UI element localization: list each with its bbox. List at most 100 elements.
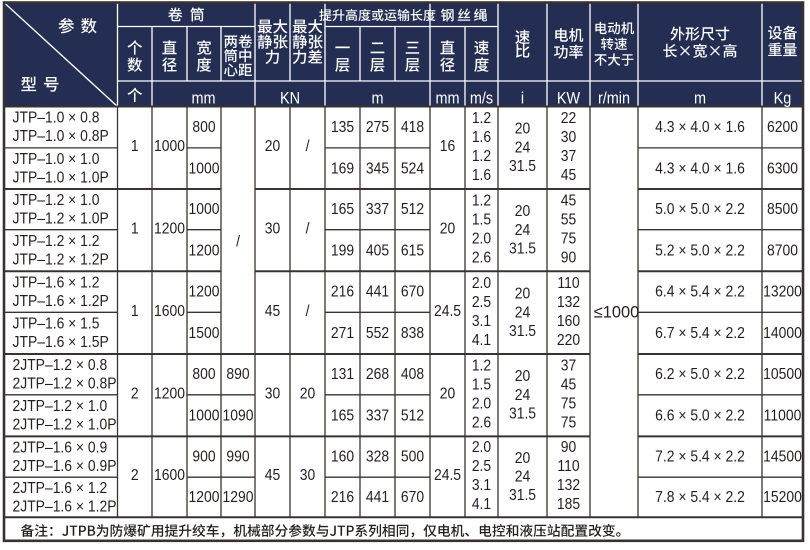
svg-text:1000: 1000: [189, 407, 220, 425]
svg-text:1000: 1000: [189, 159, 220, 177]
svg-text:1.6: 1.6: [472, 128, 491, 146]
svg-text:5.2 × 5.0 × 2.2: 5.2 × 5.0 × 2.2: [655, 241, 745, 259]
svg-text:1090: 1090: [223, 407, 254, 425]
svg-text:2.0: 2.0: [472, 274, 491, 292]
svg-text:16: 16: [440, 137, 455, 155]
svg-text:1000: 1000: [154, 137, 185, 155]
svg-text:1: 1: [131, 137, 139, 155]
svg-text:31.5: 31.5: [509, 240, 536, 258]
svg-text:670: 670: [401, 488, 424, 506]
svg-text:1600: 1600: [154, 466, 185, 484]
svg-text:24: 24: [515, 221, 530, 239]
svg-text:2JTP–1.6 × 0.9: 2JTP–1.6 × 0.9: [13, 438, 108, 456]
svg-text:132: 132: [557, 293, 580, 311]
svg-text:1200: 1200: [189, 488, 220, 506]
svg-text:mm: mm: [191, 89, 215, 107]
svg-text:6.7 × 5.4 × 2.2: 6.7 × 5.4 × 2.2: [655, 324, 745, 342]
svg-text:2.6: 2.6: [472, 249, 491, 267]
svg-text:14000: 14000: [763, 324, 802, 342]
svg-text:31.5: 31.5: [509, 157, 536, 175]
svg-text:500: 500: [401, 448, 424, 466]
svg-text:1290: 1290: [223, 488, 254, 506]
svg-text:24: 24: [515, 468, 530, 486]
svg-text:135: 135: [331, 118, 354, 136]
svg-text:337: 337: [366, 407, 389, 425]
svg-text:JTP–1.2 × 1.0P: JTP–1.2 × 1.0P: [13, 210, 109, 228]
svg-text:30: 30: [300, 466, 315, 484]
svg-text:800: 800: [192, 365, 215, 383]
svg-text:405: 405: [366, 241, 389, 259]
svg-text:KN: KN: [280, 89, 300, 107]
svg-text:1.2: 1.2: [472, 147, 491, 165]
svg-text:800: 800: [192, 118, 215, 136]
svg-text:1.2: 1.2: [472, 192, 491, 210]
svg-text:552: 552: [366, 324, 389, 342]
svg-text:m/s: m/s: [470, 89, 493, 107]
svg-text:110: 110: [557, 457, 579, 475]
svg-text:90: 90: [561, 438, 576, 456]
svg-text:24.5: 24.5: [434, 466, 461, 484]
svg-text:20: 20: [440, 385, 455, 403]
svg-text:2.5: 2.5: [472, 293, 491, 311]
svg-text:24.5: 24.5: [434, 302, 461, 320]
svg-text:45: 45: [561, 376, 576, 394]
svg-text:JTP–1.2 × 1.2: JTP–1.2 × 1.2: [13, 232, 100, 250]
svg-text:6.6 × 5.0 × 2.2: 6.6 × 5.0 × 2.2: [655, 407, 745, 425]
svg-text:24: 24: [515, 303, 530, 321]
svg-text:10500: 10500: [763, 365, 802, 383]
svg-text:30: 30: [561, 128, 576, 146]
svg-text:345: 345: [366, 159, 389, 177]
svg-text:216: 216: [331, 283, 354, 301]
svg-text:/: /: [236, 232, 241, 250]
svg-text:670: 670: [401, 283, 424, 301]
svg-text:m: m: [694, 89, 706, 107]
svg-text:55: 55: [561, 211, 576, 229]
svg-text:37: 37: [561, 357, 576, 375]
svg-text:2.0: 2.0: [472, 230, 491, 248]
svg-text:KW: KW: [557, 89, 580, 107]
svg-text:JTP–1.6 × 1.2: JTP–1.6 × 1.2: [13, 273, 100, 291]
svg-text:JTP–1.0 × 0.8P: JTP–1.0 × 0.8P: [13, 127, 109, 145]
svg-text:337: 337: [366, 200, 389, 218]
svg-text:JTP–1.6 × 1.5P: JTP–1.6 × 1.5P: [13, 333, 109, 351]
svg-text:mm: mm: [435, 89, 459, 107]
svg-text:2: 2: [131, 466, 139, 484]
svg-text:132: 132: [557, 476, 580, 494]
svg-text:1.5: 1.5: [472, 376, 491, 394]
svg-text:20: 20: [300, 385, 315, 403]
svg-text:2JTP–1.2 × 0.8: 2JTP–1.2 × 0.8: [13, 356, 108, 374]
svg-text:900: 900: [192, 448, 215, 466]
svg-text:512: 512: [401, 200, 424, 218]
svg-text:7.2 × 5.4 × 2.2: 7.2 × 5.4 × 2.2: [655, 448, 745, 466]
svg-text:24: 24: [515, 386, 530, 404]
svg-text:2JTP–1.6 × 0.9P: 2JTP–1.6 × 0.9P: [13, 457, 117, 475]
svg-text:JTP–1.0 × 1.0P: JTP–1.0 × 1.0P: [13, 169, 109, 187]
svg-text:45: 45: [265, 302, 280, 320]
svg-text:2JTP–1.6 × 1.2: 2JTP–1.6 × 1.2: [13, 479, 108, 497]
svg-text:838: 838: [401, 324, 424, 342]
svg-text:2.0: 2.0: [472, 438, 491, 456]
svg-text:268: 268: [366, 365, 389, 383]
svg-text:1.2: 1.2: [472, 357, 491, 375]
svg-text:8500: 8500: [767, 200, 798, 218]
svg-text:90: 90: [561, 249, 576, 267]
svg-text:r/min: r/min: [598, 89, 630, 107]
svg-text:1.6: 1.6: [472, 166, 491, 184]
svg-text:8700: 8700: [767, 241, 798, 259]
svg-text:JTP–1.0 × 1.0: JTP–1.0 × 1.0: [13, 150, 100, 168]
svg-text:4.3 × 4.0 × 1.6: 4.3 × 4.0 × 1.6: [655, 159, 745, 177]
svg-text:6300: 6300: [767, 159, 798, 177]
svg-text:2.6: 2.6: [472, 414, 491, 432]
svg-text:2JTP–1.6 × 1.2P: 2JTP–1.6 × 1.2P: [13, 497, 117, 515]
svg-text:890: 890: [226, 365, 249, 383]
svg-text:24: 24: [515, 139, 530, 157]
svg-text:m: m: [371, 89, 383, 107]
svg-text:512: 512: [401, 407, 424, 425]
svg-text:i: i: [521, 89, 524, 107]
svg-text:JTP–1.6 × 1.2P: JTP–1.6 × 1.2P: [13, 292, 109, 310]
svg-text:20: 20: [515, 367, 530, 385]
svg-text:2JTP–1.2 × 0.8P: 2JTP–1.2 × 0.8P: [13, 375, 117, 393]
svg-text:31.5: 31.5: [509, 322, 536, 340]
svg-text:20: 20: [515, 120, 530, 138]
svg-text:418: 418: [401, 118, 424, 136]
